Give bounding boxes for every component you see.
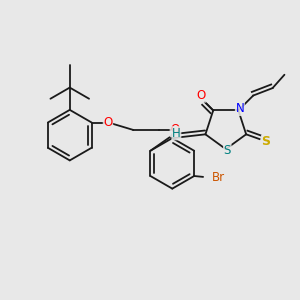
Text: N: N — [236, 102, 244, 116]
Text: S: S — [262, 135, 271, 148]
Text: H: H — [172, 127, 181, 140]
Text: O: O — [197, 89, 206, 102]
Text: O: O — [103, 116, 112, 129]
Text: S: S — [224, 144, 231, 157]
Text: Br: Br — [212, 171, 225, 184]
Text: O: O — [170, 123, 179, 136]
